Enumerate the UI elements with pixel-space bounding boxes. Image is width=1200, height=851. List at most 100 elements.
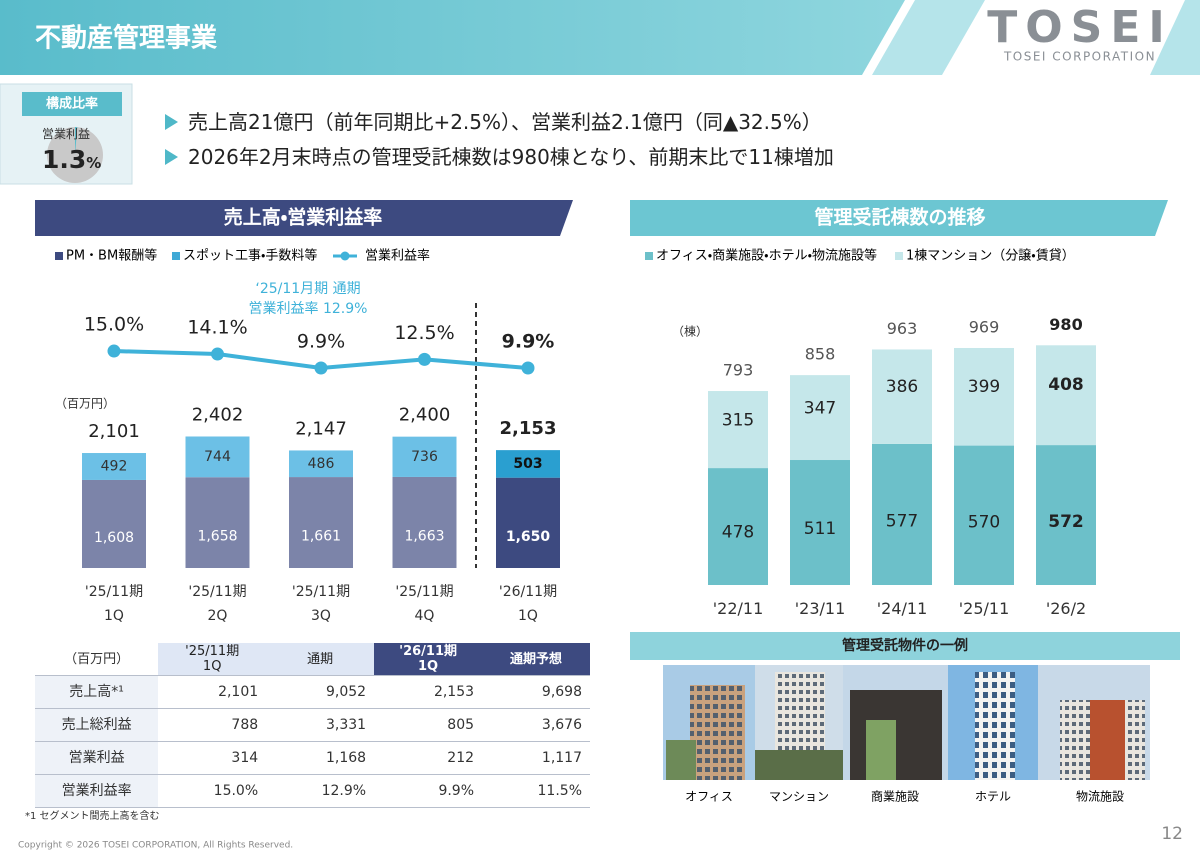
photo-building: [975, 672, 1015, 780]
table-cell: 売上高*¹: [35, 675, 159, 709]
legend-swatch: [172, 252, 180, 260]
bar: [392, 436, 457, 477]
total-label: 793: [723, 361, 754, 380]
annotation: ‘25/11月期 通期: [255, 281, 360, 297]
line-value-label: 9.9%: [502, 331, 555, 353]
legend-label: オフィス・商業施設・ホテル・物流施設等: [656, 248, 877, 264]
photo-caption: マンション: [769, 790, 829, 804]
x-tick-label: '26/11期 1Q: [498, 584, 558, 624]
ratio-label-bg: [22, 92, 122, 116]
bar-value-label: 511: [804, 519, 836, 539]
bar: [708, 468, 768, 585]
line-value-label: 15.0%: [84, 314, 144, 336]
line-marker: [418, 352, 431, 366]
table-header-cell: 通期: [266, 643, 375, 676]
bar-value-label: 1,608: [94, 530, 134, 546]
header-band: [0, 0, 905, 75]
photo-caption: 物流施設: [1076, 790, 1124, 804]
line-marker: [521, 361, 535, 375]
bar-value-label: 492: [101, 458, 128, 474]
total-label: 969: [969, 317, 1000, 336]
table-cell: 営業利益: [35, 741, 159, 775]
table-row: 営業利益 314 1,168 212 1,117: [35, 741, 590, 775]
bar: [790, 375, 850, 461]
bar: [790, 460, 850, 585]
line-value-label: 14.1%: [187, 317, 247, 339]
unit-label: （百万円）: [55, 397, 115, 411]
table-cell: 11.5%: [482, 774, 590, 808]
photos-heading-bg: [630, 632, 1180, 660]
bar-value-label: 572: [1048, 512, 1084, 532]
legend-swatch: [645, 252, 653, 260]
bar: [496, 477, 560, 568]
ratio-label: 構成比率: [46, 96, 98, 112]
summary-table: （百万円） '25/11期 1Q 通期 '26/11期 1Q 通期予想 売上高*¹ 2,1…: [35, 643, 590, 808]
bar-value-label: 1,661: [301, 529, 341, 545]
total-label: 2,400: [399, 405, 451, 426]
table-cell: 9,052: [266, 675, 375, 709]
logo: TOSEI: [987, 2, 1173, 53]
photos: [663, 665, 1150, 780]
bar-value-label: 503: [513, 456, 542, 472]
bar-value-label: 399: [968, 377, 1000, 397]
bar-value-label: 486: [308, 456, 335, 472]
x-tick-label: '24/11: [876, 599, 928, 618]
bar: [954, 445, 1014, 585]
bar: [289, 450, 353, 478]
bar: [708, 391, 768, 469]
table-header-cell: 通期予想: [482, 643, 590, 676]
total-label: 2,147: [295, 418, 347, 439]
page-number: 12: [1161, 824, 1183, 844]
legend-swatch: [895, 252, 903, 260]
table-cell: 15.0%: [158, 774, 267, 808]
header-stripe: [872, 0, 985, 75]
legend-marker: [340, 251, 350, 261]
bar: [82, 479, 146, 568]
x-tick-label: '26/2: [1045, 599, 1087, 618]
table-cell: 212: [374, 741, 483, 775]
right-heading-bg: [630, 200, 1168, 236]
table-cell: 1,117: [482, 741, 590, 775]
photo-caption: 商業施設: [871, 790, 919, 804]
table-cell: 1,168: [266, 741, 375, 775]
annotation: 営業利益率 12.9%: [249, 301, 368, 317]
bar: [185, 436, 250, 478]
x-tick-label: '22/11: [712, 599, 764, 618]
line-value-label: 12.5%: [394, 322, 454, 344]
x-tick-label: '25/11期 1Q: [84, 584, 144, 624]
table-cell: 2,153: [374, 675, 483, 709]
bullet: 2026年2月末時点の管理受託棟数は980棟となり、前期末比で11棟増加: [165, 141, 834, 170]
table-cell: 314: [158, 741, 267, 775]
bar: [1036, 345, 1096, 446]
bar: [496, 450, 560, 478]
total-label: 963: [887, 319, 918, 338]
bar: [289, 477, 353, 568]
photo-caption: ホテル: [975, 790, 1011, 804]
bullet: 売上高21億円（前年同期比+2.5%）、営業利益2.1億円（同▲32.5%）: [165, 106, 822, 135]
line-marker: [211, 347, 224, 361]
unit-label: （棟）: [672, 324, 708, 339]
line-marker: [107, 344, 121, 358]
bar-value-label: 408: [1048, 375, 1084, 395]
right-heading: 管理受託棟数の推移: [814, 206, 985, 229]
bar-value-label: 478: [722, 522, 754, 542]
total-label: 2,101: [88, 421, 140, 442]
table-cell: 売上総利益: [35, 708, 159, 742]
total-label: 2,402: [192, 404, 244, 425]
x-tick-label: '25/11期 4Q: [395, 584, 454, 624]
bar-value-label: 577: [886, 511, 918, 531]
legend-label: 1棟マンション（分譲・賃貸）: [906, 248, 1075, 264]
table-header-cell: （百万円）: [35, 643, 159, 676]
bar-value-label: 744: [204, 449, 231, 465]
legend-swatch: [55, 252, 63, 260]
ratio-sub: 営業利益: [41, 127, 90, 141]
table-cell: 2,101: [158, 675, 267, 709]
photo-caption: オフィス: [685, 790, 733, 804]
photo-tree: [866, 720, 896, 780]
bar-value-label: 315: [722, 411, 754, 431]
bar: [872, 443, 932, 585]
table-note: *1 セグメント間売上高を含む: [25, 811, 160, 822]
bar: [954, 347, 1014, 446]
